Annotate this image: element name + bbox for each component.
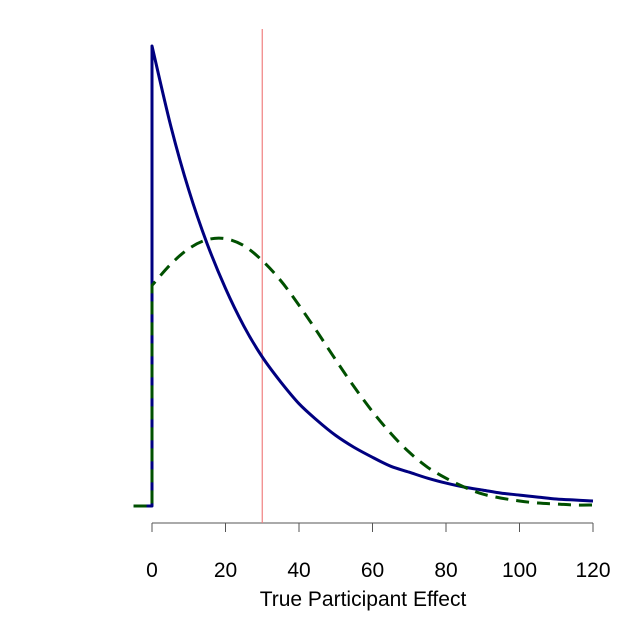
x-axis-label: True Participant Effect: [260, 588, 467, 611]
x-tick-label: 60: [361, 559, 384, 582]
x-tick-label: 0: [146, 559, 158, 582]
x-tick-label: 40: [287, 559, 310, 582]
x-tick-label: 100: [502, 559, 537, 582]
x-tick-label: 120: [575, 559, 610, 582]
x-tick-label: 20: [214, 559, 237, 582]
x-tick-label: 80: [434, 559, 457, 582]
x-ticks: 0 20 40 60 80 100 120: [146, 523, 611, 582]
series-line-1: [133, 44, 594, 508]
series-group: [133, 44, 594, 508]
series-line-2: [133, 236, 594, 508]
